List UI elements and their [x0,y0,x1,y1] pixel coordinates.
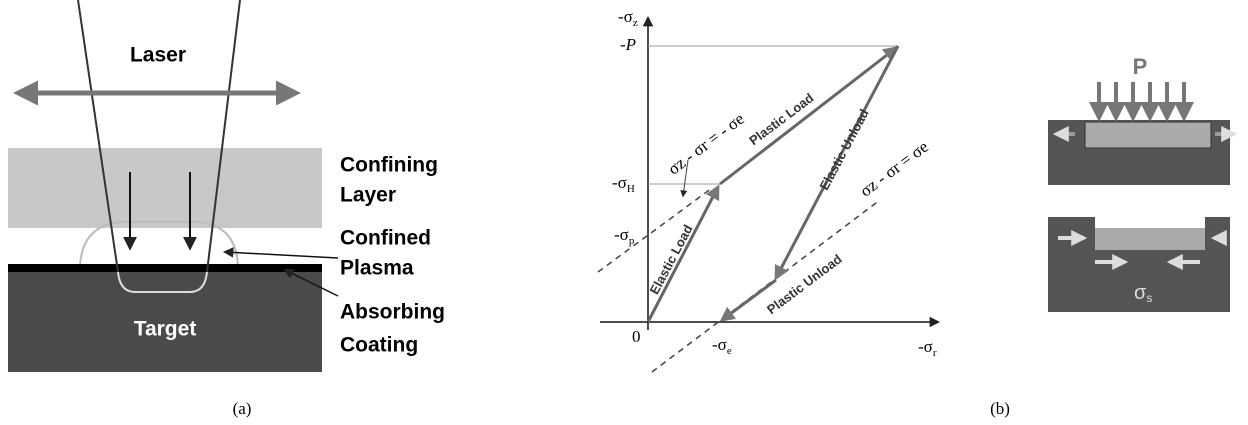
panel-c: P σs [1048,54,1234,312]
plate [1095,228,1205,250]
path-label: Plastic Unload [764,251,845,317]
level-sub: p [629,235,635,247]
level-sub: e [727,345,732,357]
panel-b: -σz -P -σH -σp 0 -σe -σr Plastic Load El… [598,7,1010,418]
label: Absorbing [340,301,445,324]
level-label: -P [620,35,636,54]
yield-label: σz - σr = σe [856,137,932,201]
elastic-load [648,187,718,322]
axis-label-main: -σ [918,337,933,356]
path-label: Elastic Load [646,222,695,297]
axis-label-sub: r [933,347,937,359]
label: Coating [340,334,418,357]
level-label: -σe [712,335,732,357]
level-sub: H [627,183,635,195]
label: Plasma [340,257,414,280]
label: Target [134,318,197,341]
stress-main: σ [1134,282,1147,304]
level-main: -σ [712,335,727,354]
yield-label: σz - σr = - σe [664,109,748,179]
axis-label-main: -σ [618,7,633,26]
caption: (b) [990,399,1010,418]
pointer [225,252,338,258]
panel-a: Laser Confining Layer Confined Plasma Ab… [8,0,445,418]
label: Confined [340,227,431,250]
level-main: -σ [612,173,627,192]
level-label: -σH [612,173,635,195]
confining-layer [8,148,322,228]
plate [1085,122,1211,148]
level-main: -σ [614,225,629,244]
load-label: P [1133,54,1148,79]
figure: Laser Confining Layer Confined Plasma Ab… [0,0,1248,425]
axis-label: -σz [618,7,638,29]
plastic-unload [722,280,776,320]
load-arrows [1099,82,1184,118]
axis-label: -σr [918,337,937,359]
plasma [80,222,238,266]
caption: (a) [233,399,252,418]
beam-edge [78,0,118,272]
label: Laser [130,44,186,67]
origin-label: 0 [632,327,641,346]
axis-label-sub: z [633,17,638,29]
label: Confining [340,154,438,177]
level-label: -σp [614,225,635,247]
label: Layer [340,184,396,207]
coating [8,264,322,272]
stress-sub: s [1146,291,1152,305]
